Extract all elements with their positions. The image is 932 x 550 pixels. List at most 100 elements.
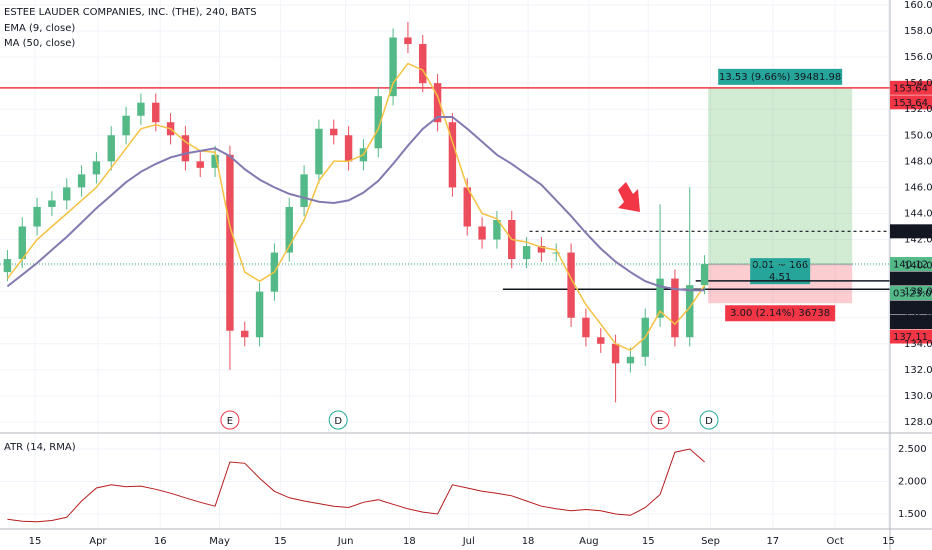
event-marker xyxy=(328,410,348,430)
candle-body xyxy=(404,37,412,45)
profit-zone xyxy=(708,87,853,265)
y-tick-label: 134.00 xyxy=(904,339,932,350)
event-marker xyxy=(650,410,670,430)
chart-title: ESTEE LAUDER COMPANIES, INC. (THE), 240,… xyxy=(4,7,257,18)
center-label: 0.01 ~ 166 xyxy=(752,260,808,271)
price-tag xyxy=(890,257,932,272)
y-tick-label: 1.500 xyxy=(898,509,927,520)
candle-body xyxy=(330,128,338,136)
candle-body xyxy=(107,135,115,162)
candle-body xyxy=(226,154,234,331)
candle-body xyxy=(181,135,190,162)
candle-body xyxy=(137,102,145,116)
x-tick-label: 15 xyxy=(29,536,42,547)
event-label: D xyxy=(705,416,713,427)
candle-body xyxy=(448,122,457,188)
candle-body xyxy=(493,219,501,240)
price-tag xyxy=(890,286,932,301)
y-tick-label: 148.00 xyxy=(904,156,932,167)
candle-body xyxy=(419,44,427,84)
candle-body xyxy=(567,252,575,318)
indicator-line xyxy=(6,62,706,352)
event-label: E xyxy=(657,416,663,427)
x-tick-label: 18 xyxy=(403,536,416,547)
y-tick-label: 154.00 xyxy=(904,78,932,89)
annotation-arrow xyxy=(618,182,640,212)
atr-pane xyxy=(7,448,705,523)
candle-body xyxy=(626,356,635,364)
x-tick-label: Oct xyxy=(826,536,843,547)
x-tick-label: 15 xyxy=(882,536,895,547)
x-tick-label: 17 xyxy=(766,536,779,547)
y-tick-label: 152.00 xyxy=(904,104,932,115)
candle-body xyxy=(92,161,101,175)
price-tag-label: 153.64 xyxy=(893,83,928,94)
candle-body xyxy=(33,206,41,227)
candle-body xyxy=(315,128,323,175)
y-tick-label: 160.00 xyxy=(904,0,932,11)
price-tag-label: 140.11 xyxy=(893,274,928,285)
candle-body xyxy=(196,161,204,168)
y-tick-label: 150.00 xyxy=(904,130,932,141)
main-pane: 13.53 (9.66%) 39481.98 3.00 (2.14%) 36738… xyxy=(0,21,890,430)
price-tag xyxy=(890,95,932,110)
y-tick-label: 130.00 xyxy=(904,391,932,402)
center-label: 4.51 xyxy=(769,272,791,283)
price-tag xyxy=(890,300,932,315)
price-tag-label: 138.18 xyxy=(893,318,928,329)
x-tick-label: Aug xyxy=(579,536,599,547)
price-tag xyxy=(890,80,932,95)
price-tag xyxy=(890,329,932,344)
candle-body xyxy=(77,174,86,188)
candle-body xyxy=(3,259,12,273)
x-tick-label: 18 xyxy=(522,536,535,547)
x-tick-label: 16 xyxy=(154,536,167,547)
candle-body xyxy=(152,102,160,123)
price-tags: 153.64153.64142.63140.12140.1103:23:0813… xyxy=(890,80,932,344)
candle-body xyxy=(478,226,486,240)
event-label: E xyxy=(227,416,233,427)
candle-body xyxy=(597,337,605,344)
legend-entry: MA (50, close) xyxy=(4,38,75,49)
indicator-line xyxy=(6,116,705,292)
y-tick-label: 142.00 xyxy=(904,235,932,246)
y-tick-label: 140.00 xyxy=(904,261,932,272)
y-tick-label: 138.00 xyxy=(904,287,932,298)
stop-label: 3.00 (2.14%) 36738 xyxy=(730,308,830,319)
price-tag xyxy=(890,315,932,330)
candle-body xyxy=(300,174,308,207)
y-tick-label: 132.00 xyxy=(904,365,932,376)
x-tick-label: Jul xyxy=(462,536,475,547)
candle-body xyxy=(122,115,130,136)
candle-body xyxy=(241,330,249,338)
candle-body xyxy=(537,246,546,253)
candle-body xyxy=(389,37,397,97)
stop-label-box xyxy=(725,305,836,322)
x-tick-label: Apr xyxy=(89,536,107,547)
countdown: 03:23:08 xyxy=(893,289,932,300)
candle-body xyxy=(48,200,56,207)
y-tick-label: 146.00 xyxy=(904,182,932,193)
candle-body xyxy=(552,252,560,254)
y-tick-label: 2.000 xyxy=(898,477,927,488)
candle-body xyxy=(582,317,590,338)
event-marker xyxy=(220,410,240,430)
price-tag-label: 137.11 xyxy=(893,332,928,343)
y-tick-label: 144.00 xyxy=(904,208,932,219)
candle-body xyxy=(671,278,679,338)
y-tick-label: 158.00 xyxy=(904,26,932,37)
candle-body xyxy=(255,291,264,338)
price-tag-label: 142.63 xyxy=(893,227,928,238)
candle-body xyxy=(700,264,709,286)
candle-body xyxy=(344,135,353,162)
candle-body xyxy=(63,187,71,201)
y-tick-label: 156.00 xyxy=(904,52,932,63)
candle-body xyxy=(463,187,471,227)
price-tag-label: 138.83 xyxy=(893,303,928,314)
event-marker xyxy=(699,410,719,430)
candle-body xyxy=(611,343,620,364)
candle-body xyxy=(522,246,531,260)
price-tag-label: 153.64 xyxy=(893,98,928,109)
candle-body xyxy=(433,83,442,123)
